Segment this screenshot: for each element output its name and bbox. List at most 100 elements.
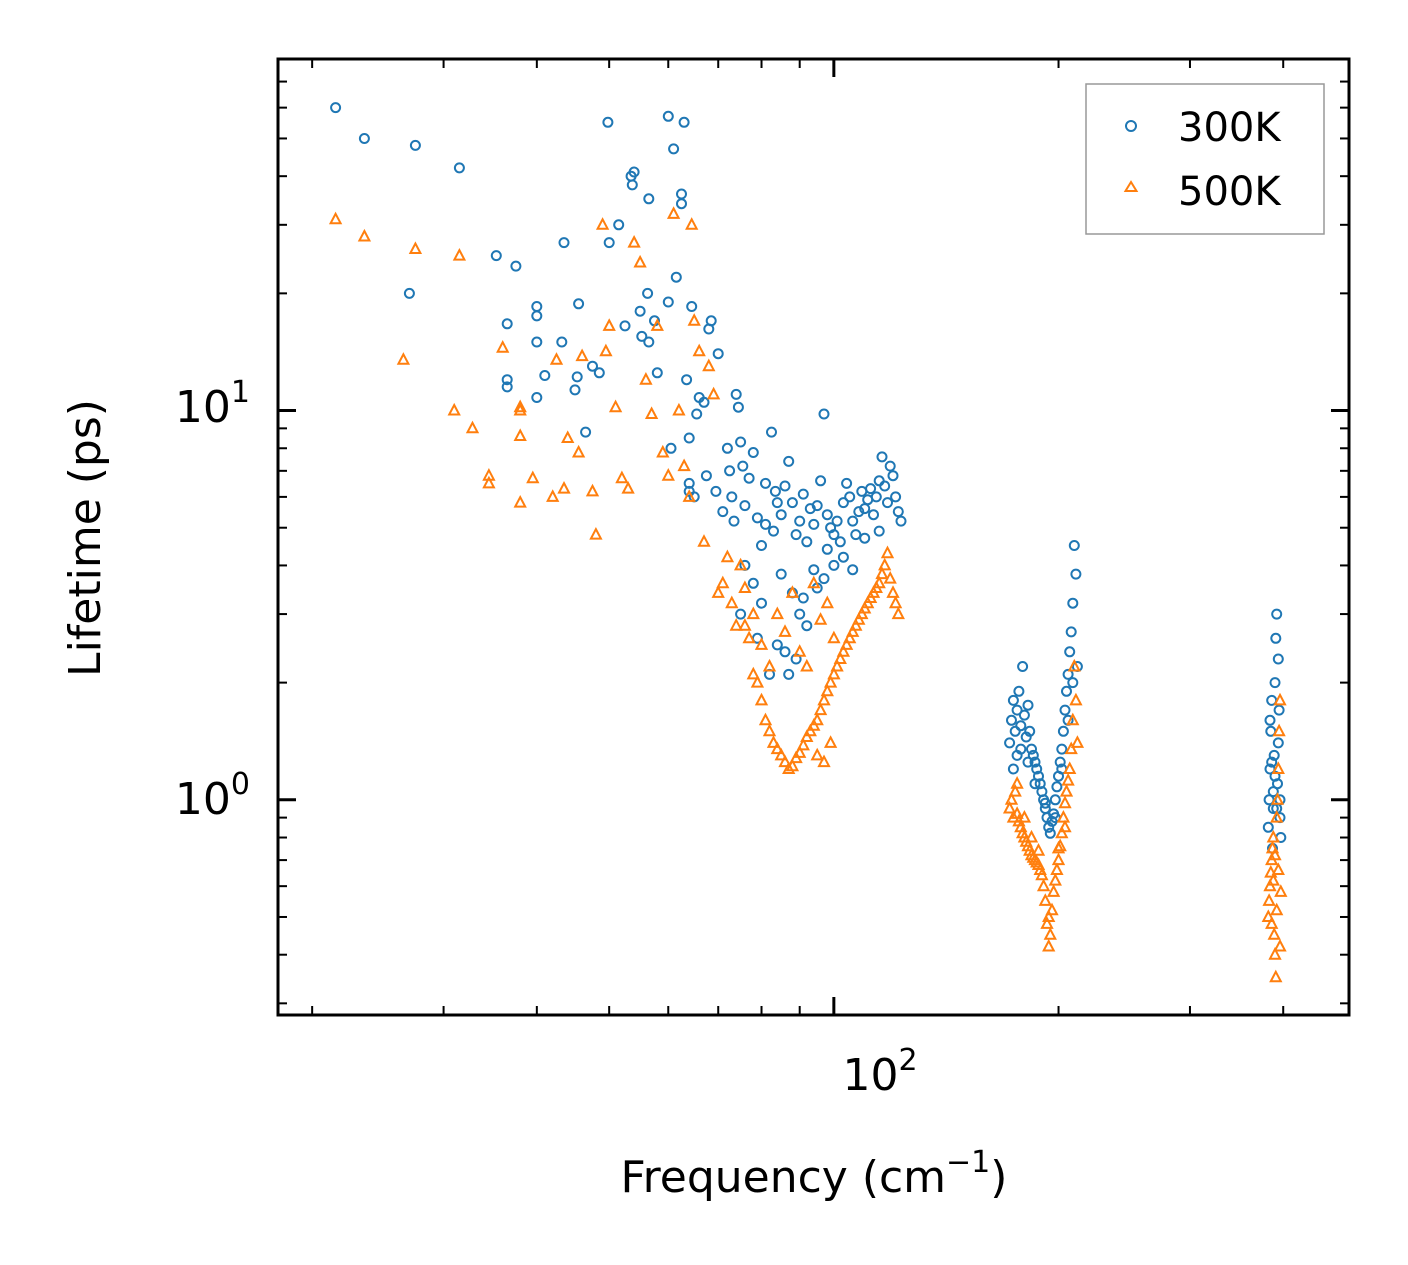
data-point-500k-146 [1056, 809, 1071, 823]
data-point-500k-72 [813, 702, 828, 716]
data-point-300k-136 [808, 564, 820, 576]
data-point-500k-43 [697, 534, 711, 547]
data-point-300k-150 [1018, 709, 1030, 721]
data-point-500k-22 [589, 526, 603, 540]
data-point-300k-68 [739, 500, 751, 512]
data-point-300k-205 [1272, 737, 1284, 749]
data-point-500k-137 [1042, 938, 1056, 952]
data-point-300k-97 [844, 491, 856, 503]
data-point-300k-175 [1061, 685, 1072, 697]
data-point-300k-32 [643, 336, 655, 348]
data-point-300k-141 [760, 518, 771, 530]
data-point-300k-98 [847, 515, 859, 527]
data-point-500k-145 [1055, 825, 1069, 839]
data-point-300k-193 [1262, 821, 1274, 833]
data-point-300k-202 [1270, 632, 1282, 644]
data-point-500k-49 [725, 595, 739, 609]
data-point-300k-33 [643, 193, 655, 205]
data-point-500k-21 [585, 483, 600, 497]
data-point-500k-170 [1267, 927, 1281, 940]
data-point-500k-77 [830, 658, 844, 672]
data-point-500k-162 [1058, 819, 1072, 833]
data-point-300k-36 [651, 367, 663, 379]
data-point-300k-172 [1056, 743, 1068, 755]
data-point-500k-71 [810, 712, 824, 726]
data-point-300k-7 [490, 250, 502, 262]
data-point-300k-13 [501, 374, 513, 386]
data-point-500k-80 [839, 637, 854, 650]
data-point-500k-59 [766, 735, 781, 748]
data-point-500k-30 [633, 254, 647, 268]
data-point-500k-13 [513, 494, 527, 508]
data-point-500k-138 [1043, 927, 1057, 940]
data-point-500k-113 [823, 735, 838, 748]
data-point-300k-90 [821, 509, 833, 521]
data-point-500k-95 [883, 570, 897, 584]
data-point-300k-137 [821, 543, 833, 555]
data-point-500k-91 [872, 575, 886, 589]
data-point-500k-111 [738, 618, 752, 631]
data-point-300k-80 [786, 497, 798, 509]
data-point-300k-0 [330, 102, 342, 114]
data-point-500k-100 [778, 624, 792, 637]
data-point-500k-6 [465, 420, 480, 434]
data-point-300k-87 [811, 500, 823, 512]
data-point-500k-27 [615, 470, 629, 484]
data-point-300k-8 [531, 301, 543, 312]
data-point-300k-94 [834, 536, 846, 548]
data-point-500k-153 [1067, 658, 1081, 672]
data-point-300k-179 [1067, 597, 1079, 609]
data-point-300k-187 [1029, 778, 1041, 790]
data-point-300k-176 [1062, 668, 1074, 680]
data-point-300k-76 [771, 497, 783, 509]
data-point-300k-82 [794, 515, 806, 527]
data-point-500k-60 [770, 741, 784, 755]
data-point-300k-28 [626, 179, 638, 191]
data-point-500k-182 [1270, 902, 1284, 916]
data-point-300k-18 [571, 371, 583, 383]
data-point-500k-12 [513, 428, 527, 441]
data-point-300k-57 [712, 348, 724, 360]
data-point-500k-154 [1069, 692, 1083, 706]
data-point-500k-53 [742, 630, 756, 644]
data-point-500k-32 [644, 406, 659, 419]
data-point-500k-74 [820, 683, 834, 697]
data-point-500k-102 [793, 644, 807, 657]
axis-ticks [278, 58, 1349, 1015]
data-point-300k-209 [1267, 786, 1279, 798]
data-point-300k-174 [1059, 704, 1071, 716]
x-axis-label: Frequency (cm−1) [621, 1145, 1008, 1203]
data-point-500k-24 [599, 343, 613, 357]
data-point-500k-41 [687, 313, 701, 326]
data-point-300k-142 [1004, 737, 1016, 749]
data-point-300k-148 [1015, 720, 1027, 732]
data-point-500k-171 [1268, 947, 1282, 960]
data-point-500k-93 [878, 557, 892, 571]
data-point-300k-118 [794, 608, 806, 620]
data-point-300k-24 [602, 116, 614, 128]
data-point-500k-56 [754, 692, 769, 706]
data-point-500k-34 [656, 444, 670, 458]
data-point-300k-40 [668, 143, 680, 155]
data-point-300k-16 [556, 336, 568, 348]
data-point-300k-145 [1009, 725, 1021, 737]
data-point-300k-181 [1070, 568, 1082, 580]
data-point-500k-83 [849, 618, 863, 631]
data-point-500k-174 [1270, 792, 1285, 805]
data-point-300k-58 [710, 485, 722, 497]
data-point-500k-39 [682, 489, 696, 502]
data-point-500k-78 [833, 651, 847, 664]
data-point-300k-78 [779, 480, 791, 492]
data-point-300k-95 [837, 497, 849, 509]
data-point-300k-71 [751, 512, 763, 524]
data-point-300k-210 [1266, 756, 1278, 768]
data-point-300k-138 [859, 532, 871, 544]
data-point-300k-114 [892, 506, 904, 518]
data-point-300k-92 [828, 529, 840, 541]
data-point-500k-107 [827, 630, 841, 644]
data-point-300k-109 [879, 480, 891, 492]
y-tick-label-10e0: 100 [175, 767, 250, 825]
data-point-500k-163 [1261, 909, 1275, 922]
data-point-300k-115 [895, 515, 907, 527]
data-point-300k-56 [703, 323, 715, 335]
